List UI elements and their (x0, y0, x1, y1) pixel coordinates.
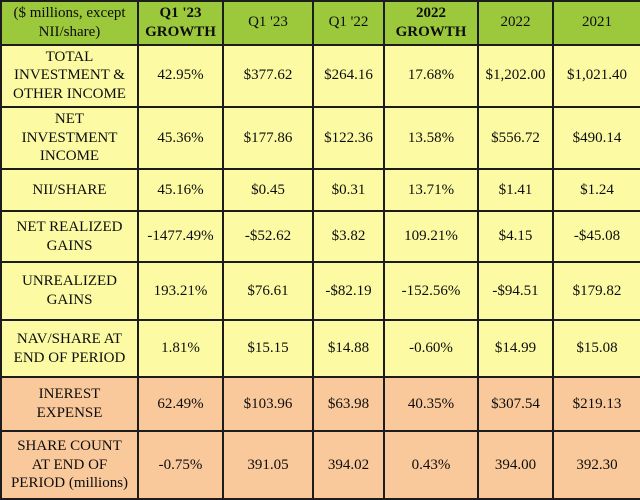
header-row: ($ millions, except NII/share) Q1 '23 GR… (0, 0, 640, 46)
column-header-2022: 2022 (477, 0, 554, 46)
cell-value: $177.86 (222, 105, 314, 171)
cell-value: $490.14 (552, 105, 640, 171)
cell-value: $76.61 (222, 261, 314, 321)
cell-value: -$45.08 (552, 210, 640, 263)
cell-value: $1,021.40 (552, 43, 640, 108)
cell-value: $1.41 (477, 168, 554, 212)
cell-value: $3.82 (312, 210, 385, 263)
cell-value: $4.15 (477, 210, 554, 263)
column-header-q1-22: Q1 '22 (312, 0, 385, 46)
table-row-total-investment: TOTAL INVESTMENT & OTHER INCOME 42.95% $… (0, 43, 640, 108)
cell-value: $14.88 (312, 319, 385, 378)
table-row-share-count: SHARE COUNT AT END OF PERIOD (millions) … (0, 430, 640, 500)
cell-value: 394.00 (477, 430, 554, 500)
cell-value: -1477.49% (137, 210, 224, 263)
row-label-nav-share: NAV/SHARE AT END OF PERIOD (0, 319, 139, 378)
column-header-2022-growth: 2022 GROWTH (383, 0, 479, 46)
cell-value: $179.82 (552, 261, 640, 321)
table-row-unrealized-gains: UNREALIZED GAINS 193.21% $76.61 -$82.19 … (0, 261, 640, 321)
cell-value: 42.95% (137, 43, 224, 108)
column-header-2021: 2021 (552, 0, 640, 46)
cell-value: 392.30 (552, 430, 640, 500)
cell-value: $264.16 (312, 43, 385, 108)
cell-value: $103.96 (222, 376, 314, 432)
cell-value: -0.75% (137, 430, 224, 500)
row-label-net-realized-gains: NET REALIZED GAINS (0, 210, 139, 263)
cell-value: $219.13 (552, 376, 640, 432)
cell-value: $63.98 (312, 376, 385, 432)
cell-value: 17.68% (383, 43, 479, 108)
cell-value: $307.54 (477, 376, 554, 432)
cell-value: $556.72 (477, 105, 554, 171)
row-label-nii-share: NII/SHARE (0, 168, 139, 212)
cell-value: 13.58% (383, 105, 479, 171)
cell-value: 45.16% (137, 168, 224, 212)
cell-value: 109.21% (383, 210, 479, 263)
cell-value: 40.35% (383, 376, 479, 432)
row-label-net-investment-income: NET INVESTMENT INCOME (0, 105, 139, 171)
cell-value: -152.56% (383, 261, 479, 321)
cell-value: $122.36 (312, 105, 385, 171)
cell-value: 62.49% (137, 376, 224, 432)
cell-value: $0.45 (222, 168, 314, 212)
row-label-interest-expense: INEREST EXPENSE (0, 376, 139, 432)
cell-value: 45.36% (137, 105, 224, 171)
cell-value: $1.24 (552, 168, 640, 212)
cell-value: $15.15 (222, 319, 314, 378)
column-header-units: ($ millions, except NII/share) (0, 0, 139, 46)
row-label-total-investment: TOTAL INVESTMENT & OTHER INCOME (0, 43, 139, 108)
cell-value: -0.60% (383, 319, 479, 378)
table-row-net-investment-income: NET INVESTMENT INCOME 45.36% $177.86 $12… (0, 105, 640, 171)
column-header-q1-23-growth: Q1 '23 GROWTH (137, 0, 224, 46)
table-row-interest-expense: INEREST EXPENSE 62.49% $103.96 $63.98 40… (0, 376, 640, 432)
cell-value: 193.21% (137, 261, 224, 321)
cell-value: 0.43% (383, 430, 479, 500)
cell-value: $377.62 (222, 43, 314, 108)
cell-value: $0.31 (312, 168, 385, 212)
table-row-net-realized-gains: NET REALIZED GAINS -1477.49% -$52.62 $3.… (0, 210, 640, 263)
cell-value: $14.99 (477, 319, 554, 378)
column-header-q1-23: Q1 '23 (222, 0, 314, 46)
table-row-nii-share: NII/SHARE 45.16% $0.45 $0.31 13.71% $1.4… (0, 168, 640, 212)
cell-value: $1,202.00 (477, 43, 554, 108)
cell-value: 1.81% (137, 319, 224, 378)
cell-value: 394.02 (312, 430, 385, 500)
cell-value: -$94.51 (477, 261, 554, 321)
cell-value: 391.05 (222, 430, 314, 500)
row-label-unrealized-gains: UNREALIZED GAINS (0, 261, 139, 321)
row-label-share-count: SHARE COUNT AT END OF PERIOD (millions) (0, 430, 139, 500)
cell-value: -$82.19 (312, 261, 385, 321)
cell-value: 13.71% (383, 168, 479, 212)
table-row-nav-share: NAV/SHARE AT END OF PERIOD 1.81% $15.15 … (0, 319, 640, 378)
cell-value: -$52.62 (222, 210, 314, 263)
cell-value: $15.08 (552, 319, 640, 378)
